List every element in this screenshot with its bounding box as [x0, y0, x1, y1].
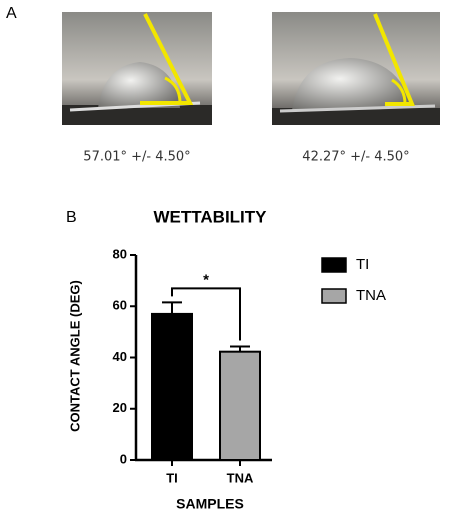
legend-swatch [321, 288, 347, 304]
caption: 42.27° +/- 4.50° [302, 150, 409, 165]
panel-label: A [6, 5, 17, 22]
legend-swatch [321, 257, 347, 273]
x-tick-label: TI [166, 470, 178, 485]
significance-bracket [171, 287, 241, 341]
y-tick-label: 80 [113, 246, 127, 261]
x-axis-label: SAMPLES [176, 496, 244, 512]
chart-title: WETTABILITY [154, 207, 268, 226]
droplet-photo [272, 12, 440, 125]
bar [219, 350, 261, 462]
y-tick-label: 20 [113, 400, 127, 415]
caption: 57.01° +/- 4.50° [83, 150, 190, 165]
y-tick-label: 40 [113, 349, 127, 364]
y-tick-label: 60 [113, 298, 127, 313]
panel-label: B [66, 209, 77, 226]
y-axis-label: CONTACT ANGLE (DEG) [67, 280, 82, 432]
significance-label: * [203, 271, 209, 288]
bar [151, 312, 193, 461]
legend-label: TI [356, 256, 369, 273]
y-tick-label: 0 [120, 451, 127, 466]
legend-label: TNA [356, 287, 386, 304]
droplet-photo [62, 12, 212, 125]
x-tick-label: TNA [227, 470, 254, 485]
